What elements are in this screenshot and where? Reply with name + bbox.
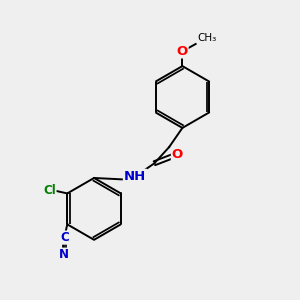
Text: Cl: Cl bbox=[43, 184, 56, 197]
Text: O: O bbox=[172, 148, 183, 161]
Text: N: N bbox=[59, 248, 69, 261]
Text: C: C bbox=[60, 231, 69, 244]
Text: NH: NH bbox=[124, 170, 146, 183]
Text: O: O bbox=[177, 45, 188, 58]
Text: CH₃: CH₃ bbox=[197, 32, 216, 43]
